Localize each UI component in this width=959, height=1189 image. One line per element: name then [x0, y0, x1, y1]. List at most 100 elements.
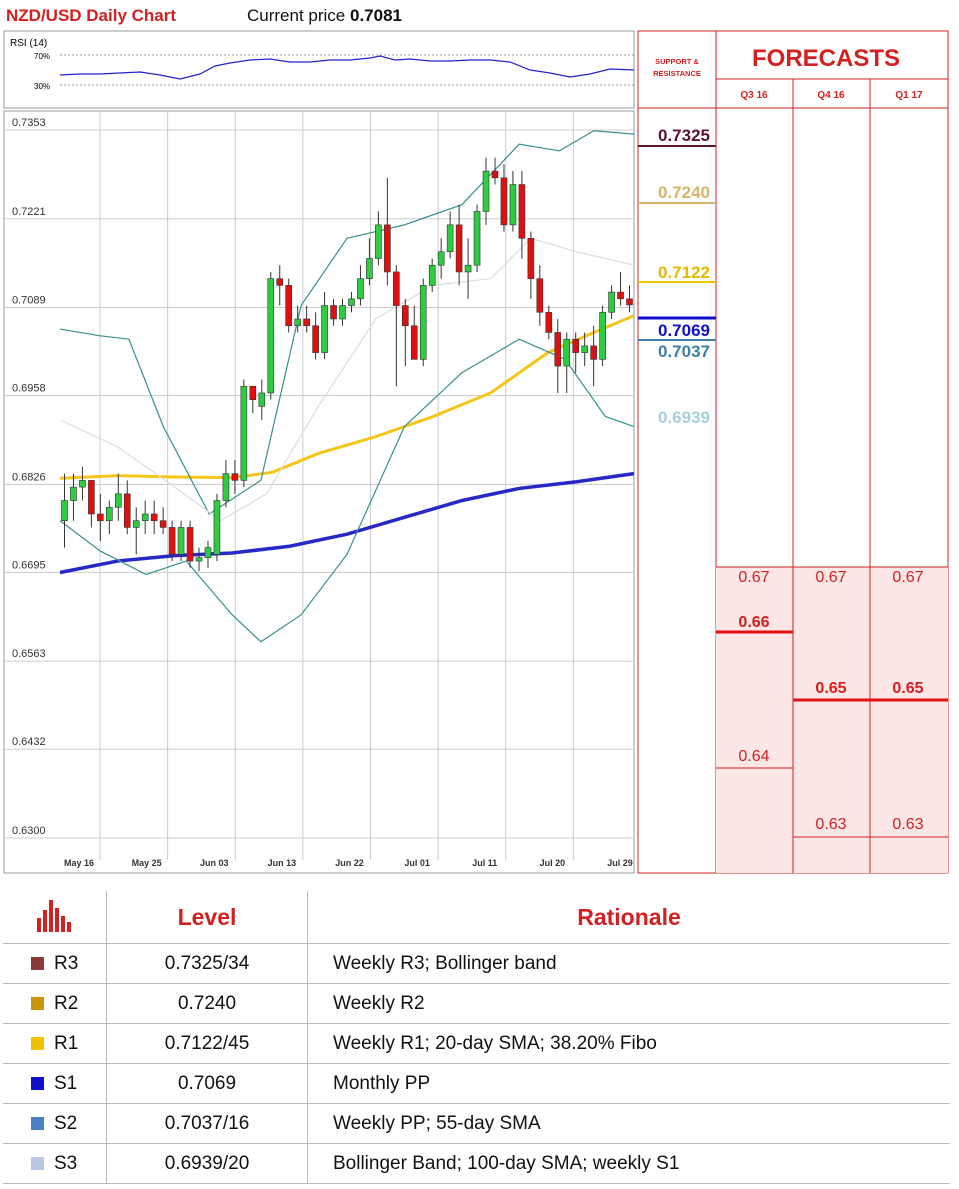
rsi-line: [59, 55, 635, 80]
row-level: 0.7325/34: [106, 943, 308, 984]
candle: [186, 527, 194, 562]
candle: [401, 305, 409, 327]
candle: [258, 392, 266, 407]
sr-r2-value: 0.7240: [658, 183, 710, 202]
candle: [518, 184, 526, 239]
forecast-title: FORECASTS: [752, 45, 900, 72]
candle: [276, 278, 284, 286]
rsi-30-label: 30%: [34, 82, 50, 91]
candle: [473, 211, 481, 266]
candle: [366, 258, 373, 279]
candle: [500, 177, 508, 226]
candle: [563, 338, 571, 367]
y-axis: 0.7353 0.7221 0.7089 0.6958 0.6826 0.6695 0.65…: [12, 117, 46, 837]
candle: [581, 345, 588, 353]
row-name-cell: R2: [3, 983, 107, 1024]
row-name: R2: [54, 992, 79, 1014]
candle: [410, 325, 418, 360]
candle: [114, 493, 122, 508]
x-tick-label: Jul 20: [540, 858, 566, 868]
candle: [446, 224, 454, 253]
candle: [285, 285, 293, 327]
x-tick-label: Jun 03: [200, 858, 229, 868]
table-row: S3 0.6939/20 Bollinger Band; 100-day SMA; …: [3, 1143, 950, 1184]
x-tick-label: Jul 29: [607, 858, 633, 868]
chart-title: NZD/USD Daily Chart: [6, 6, 177, 25]
candle: [249, 385, 257, 400]
series-bollinger-upper: [59, 130, 635, 515]
candle: [195, 557, 203, 562]
candle: [70, 486, 77, 501]
candle: [545, 311, 553, 333]
candle: [150, 513, 158, 522]
candle: [159, 520, 167, 528]
row-name: R1: [54, 1032, 79, 1054]
candle: [590, 345, 597, 360]
sr-levels: [638, 145, 716, 341]
row-name-cell: S1: [3, 1063, 107, 1104]
row-color-swatch: [31, 1076, 44, 1090]
sr-s2-value: 0.7037: [658, 342, 710, 361]
chart-area: RSI (14) 70% 30% 0.7353 0.7221 0.7089 0.695…: [3, 30, 949, 874]
row-name-cell: S2: [3, 1103, 107, 1144]
candle: [321, 305, 328, 353]
candle: [339, 305, 346, 320]
bar-chart-icon: [36, 900, 71, 932]
candle: [509, 184, 517, 226]
candle: [393, 271, 400, 306]
candle: [231, 473, 239, 481]
candle: [375, 224, 382, 259]
y-tick-label: 0.7089: [12, 295, 46, 307]
candle: [303, 318, 310, 327]
row-level: 0.7069: [106, 1063, 308, 1104]
candle: [267, 278, 275, 394]
row-rationale: Monthly PP: [307, 1063, 950, 1104]
price-value: 0.7081: [350, 6, 402, 25]
y-tick-label: 0.7221: [12, 206, 46, 218]
row-name-cell: R3: [3, 943, 107, 984]
sr-r1-value: 0.7122: [658, 263, 710, 282]
row-rationale: Bollinger Band; 100-day SMA; weekly S1: [307, 1143, 950, 1184]
candle: [312, 325, 319, 353]
fc-q4-mid: 0.65: [815, 680, 847, 697]
row-name-cell: S3: [3, 1143, 107, 1184]
forecast-col-q1-17: Q1 17: [895, 90, 923, 101]
y-tick-label: 0.6300: [12, 825, 46, 837]
candle: [536, 278, 544, 313]
table-row: R2 0.7240 Weekly R2: [3, 983, 950, 1024]
candle: [348, 298, 355, 306]
fc-q3-high: 0.67: [738, 569, 770, 586]
x-tick-label: Jun 13: [268, 858, 297, 868]
fc-q3-mid: 0.66: [738, 614, 770, 631]
candles: [61, 157, 633, 572]
sr-r3-value: 0.7325: [658, 126, 710, 145]
sr-panel: [637, 30, 717, 874]
levels-table: Level Rationale R3 0.7325/34 Weekly R3; Bo…: [3, 891, 950, 1184]
candle: [599, 311, 606, 360]
col-rationale: Rationale: [307, 891, 950, 944]
candle: [204, 547, 212, 558]
candle: [527, 238, 535, 279]
candle: [88, 480, 95, 515]
row-name: S2: [54, 1112, 78, 1134]
candle: [482, 170, 490, 212]
y-tick-label: 0.7353: [12, 117, 46, 129]
candle: [464, 264, 472, 273]
candle: [608, 291, 615, 313]
price-label: Current price: [247, 6, 346, 25]
candle: [572, 338, 580, 353]
table-row: R1 0.7122/45 Weekly R1; 20-day SMA; 38.20%…: [3, 1023, 950, 1064]
forecast-col-q3-16: Q3 16: [740, 90, 768, 101]
row-name-cell: R1: [3, 1023, 107, 1064]
x-tick-label: Jul 01: [404, 858, 430, 868]
row-name: R3: [54, 952, 79, 974]
row-level: 0.7240: [106, 983, 308, 1024]
row-level: 0.7122/45: [106, 1023, 308, 1064]
row-color-swatch: [31, 1116, 44, 1130]
rsi-panel: [3, 30, 635, 109]
y-tick-label: 0.6826: [12, 471, 46, 483]
candle: [97, 513, 104, 522]
y-tick-label: 0.6563: [12, 648, 46, 660]
fc-q4-high: 0.67: [815, 569, 847, 586]
rsi-label: RSI (14): [10, 38, 47, 49]
